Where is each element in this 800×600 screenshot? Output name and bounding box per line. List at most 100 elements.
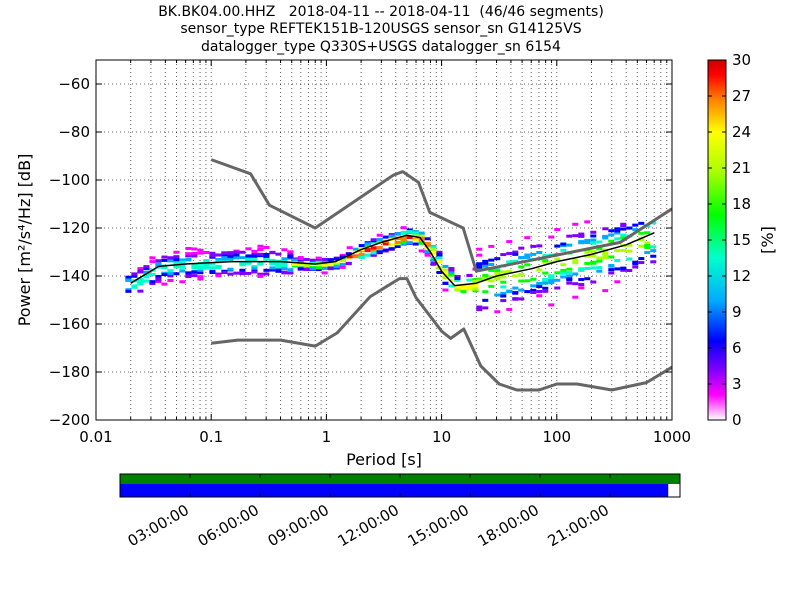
density-cell [626,243,633,247]
density-cell [131,274,138,278]
density-cell [602,236,609,240]
density-cell [590,238,597,242]
density-cell [233,250,240,254]
density-cell [406,247,413,251]
density-cell [412,242,419,246]
density-cell [632,228,639,232]
density-cell [430,259,437,263]
density-cell [125,275,132,279]
density-cell [584,261,591,265]
density-cell [339,255,346,259]
density-cell [560,275,567,279]
density-cell [251,268,258,272]
density-cell [608,233,615,237]
density-cell [167,269,174,273]
density-cell [512,286,519,290]
density-cell [542,278,549,282]
density-cell [364,249,371,253]
timeline-label: 06:00:00 [195,501,262,550]
density-cell [466,278,473,282]
density-cell [412,238,419,242]
density-cell [251,270,258,274]
density-cell [321,271,328,275]
density-cell [554,304,561,308]
density-cell [297,256,304,260]
density-cell [518,256,525,260]
density-cell [245,284,252,288]
density-cell [536,268,543,272]
density-cell [644,244,651,248]
density-cell [602,256,609,260]
density-cell [251,252,258,256]
density-cell [454,276,461,280]
chart-title-line-1: BK.BK04.00.HHZ 2018-04-11 -- 2018-04-11 … [158,4,604,20]
density-cell [596,240,603,244]
density-cell [149,272,156,276]
density-cell [488,262,495,266]
density-cell [500,330,507,334]
density-cell [364,243,371,247]
density-cell [442,264,449,268]
density-cell [566,315,573,319]
density-cell [572,272,579,276]
density-cell [382,235,389,239]
density-cell [227,272,234,276]
density-cell [209,253,216,257]
density-cell [245,256,252,260]
density-cell [626,249,633,253]
density-cell [370,246,377,250]
density-cell [167,245,174,249]
density-cell [448,284,455,288]
density-cell [578,234,585,238]
density-cell [394,244,401,248]
density-cell [309,267,316,271]
density-cell [602,289,609,293]
density-cell [281,259,288,263]
density-cell [287,243,294,247]
density-cell [179,260,186,264]
density-cell [155,279,162,283]
density-cell [482,264,489,268]
density-cell [424,250,431,254]
density-cell [149,281,156,285]
density-cell [448,278,455,282]
density-cell [191,270,198,274]
colorbar-label: [%] [758,226,777,254]
density-cell [251,254,258,258]
density-cell [476,265,483,269]
density-cell [572,222,579,226]
density-cell [590,254,597,258]
density-cell [524,318,531,322]
density-cell [494,276,501,280]
density-cell [233,256,240,260]
density-cell [346,246,353,250]
density-cell [197,251,204,255]
density-cell [239,263,246,267]
density-cell [518,272,525,276]
density-cell [406,236,413,240]
density-cell [494,230,501,234]
density-cell [394,240,401,244]
density-cell [257,274,264,278]
density-cell [536,319,543,323]
density-cell [572,234,579,238]
density-cell [400,231,407,235]
density-cell [297,263,304,267]
density-cell [466,285,473,289]
density-cell [608,289,615,293]
density-cell [548,274,555,278]
density-cell [346,255,353,259]
density-cell [548,235,555,239]
density-cell [297,267,304,271]
density-cell [327,263,334,267]
density-cell [506,251,513,255]
density-cell [245,258,252,262]
density-cell [233,281,240,285]
density-cell [327,267,334,271]
density-cell [578,283,585,287]
density-cell [221,251,228,255]
x-tick-label: 100 [542,428,571,446]
density-cell [315,255,322,259]
density-cell [263,257,270,261]
